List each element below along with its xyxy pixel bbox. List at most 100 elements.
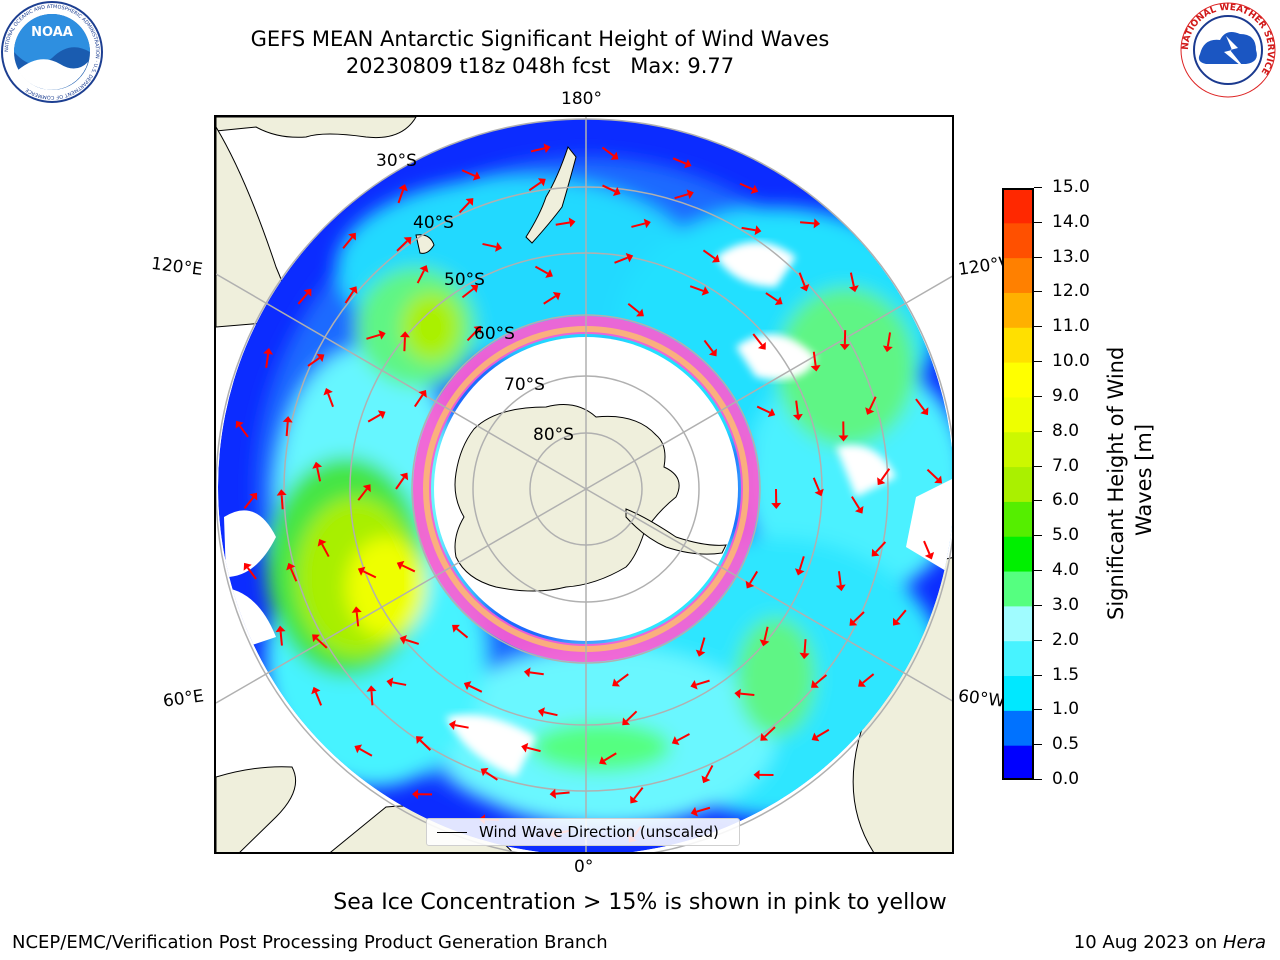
colorbar-tick-mark (1034, 500, 1042, 502)
colorbar-band (1002, 605, 1034, 642)
wave-arrow-head (630, 795, 639, 804)
colorbar-band (1002, 710, 1034, 746)
wave-arrow-shaft (405, 638, 420, 645)
wave-arrow-shaft (355, 612, 360, 627)
wave-arrow-shaft (526, 746, 541, 753)
colorbar-tick-label: 11.0 (1052, 316, 1090, 337)
colorbar-tick-mark (1034, 430, 1042, 432)
wave-arrow-head (893, 617, 901, 626)
colorbar-band (1002, 466, 1034, 502)
colorbar-band (1002, 536, 1034, 572)
colorbar-band (1002, 431, 1034, 468)
colorbar-tick-label: 2.0 (1052, 629, 1080, 650)
wave-arrow-head (625, 253, 634, 263)
wave-arrow-head (924, 552, 935, 560)
colorbar-tick-label: 0.5 (1052, 734, 1080, 755)
sea-ice-caption: Sea Ice Concentration > 15% is shown in … (333, 890, 947, 915)
wave-arrow-head (386, 677, 394, 688)
wave-arrow-shaft (370, 691, 374, 706)
wave-arrow-shaft (344, 290, 355, 304)
wave-arrow-head (568, 217, 576, 228)
wave-arrow-head (312, 461, 323, 469)
wave-arrow-shaft (461, 287, 475, 299)
wave-arrow-shaft (798, 556, 805, 571)
wave-arrow-head (934, 475, 943, 484)
wave-arrow-head (399, 634, 407, 645)
wave-arrow-head (275, 625, 286, 633)
wave-arrow-shaft (625, 710, 638, 722)
wave-arrow-shaft (327, 393, 334, 408)
wave-arrow-head (348, 232, 356, 241)
wave-arrow-shaft (289, 567, 298, 582)
colorbar-tick-mark (1034, 256, 1042, 258)
wave-arrow-head (463, 681, 472, 691)
chart-title: GEFS MEAN Antarctic Significant Height o… (250, 27, 830, 51)
wave-arrow-shaft (362, 570, 377, 579)
lat-label-60s: 60°S (474, 324, 515, 344)
wave-arrow-head (792, 413, 803, 421)
wave-arrow-head (312, 634, 320, 643)
wave-arrow-shaft (461, 169, 476, 177)
wave-arrow-head (243, 562, 252, 571)
wave-arrow-shaft (555, 221, 570, 226)
wave-arrow-shaft (740, 692, 755, 696)
wave-arrow-shaft (739, 182, 754, 191)
wave-arrow-shaft (359, 748, 373, 757)
wave-arrow-shaft (280, 495, 284, 510)
wave-arrow-shaft (633, 787, 644, 800)
wave-arrow-head (412, 789, 419, 800)
wave-arrow-shaft (297, 292, 309, 305)
wave-arrow-shaft (803, 639, 807, 654)
wave-arrow-shaft (676, 733, 690, 742)
colorbar-band (1002, 362, 1034, 398)
wave-arrow-shaft (674, 193, 689, 200)
wave-arrow-head (323, 388, 333, 396)
wave-arrow-shaft (703, 339, 714, 353)
colorbar-tick-mark (1034, 465, 1042, 467)
wave-arrow-shaft (392, 681, 407, 686)
wave-arrow-head (362, 484, 371, 493)
nws-logo: NATIONAL WEATHER SERVICE (1176, 0, 1280, 100)
wave-arrow-shaft (529, 671, 544, 676)
lat-label-30s: 30°S (376, 151, 417, 171)
wave-arrow-shaft (238, 425, 249, 438)
longitude-grid (216, 117, 952, 852)
wave-arrow-head (399, 331, 410, 338)
wave-arrow-head (495, 242, 503, 252)
wave-arrow-head (774, 296, 783, 305)
colorbar-tick-label: 7.0 (1052, 455, 1080, 476)
wave-arrow-head (643, 218, 651, 229)
wave-arrow-head (811, 680, 819, 688)
wave-arrow-shaft (482, 242, 497, 248)
wave-arrow-shaft (702, 249, 716, 260)
wave-arrow-shaft (342, 236, 353, 249)
wave-arrow-head (759, 639, 770, 647)
colorbar-band (1002, 396, 1034, 433)
colorbar-tick-mark (1034, 674, 1042, 676)
colorbar-band (1002, 257, 1034, 293)
legend-line-swatch (437, 832, 467, 833)
wave-arrow-shaft (749, 570, 759, 584)
colorbar-tick-mark (1034, 361, 1042, 363)
wave-arrow-shaft (851, 496, 861, 510)
wave-arrow-shaft (862, 673, 875, 684)
wave-arrow-shaft (837, 571, 842, 586)
colorbar-tick-label: 0.0 (1052, 769, 1080, 789)
wave-arrow-shaft (543, 295, 557, 305)
colorbar-tick-mark (1034, 326, 1042, 328)
colorbar-band (1002, 222, 1034, 259)
colorbar-tick-label: 15.0 (1052, 177, 1090, 197)
colorbar-tick-label: 1.0 (1052, 699, 1080, 720)
wave-arrow-shaft (763, 626, 769, 641)
wave-arrow-head (249, 492, 258, 501)
wave-arrow-shaft (926, 468, 939, 480)
wave-arrow-shaft (705, 764, 714, 779)
wave-arrow-shaft (530, 147, 545, 153)
lat-label-80s: 80°S (533, 425, 574, 445)
wave-arrow-head (794, 568, 805, 576)
wave-arrow-shaft (695, 679, 710, 686)
colorbar-tick-label: 5.0 (1052, 525, 1080, 546)
colorbar-tick-mark (1034, 395, 1042, 397)
wave-arrow-head (537, 707, 545, 718)
map-legend: Wind Wave Direction (unscaled) (426, 818, 740, 846)
